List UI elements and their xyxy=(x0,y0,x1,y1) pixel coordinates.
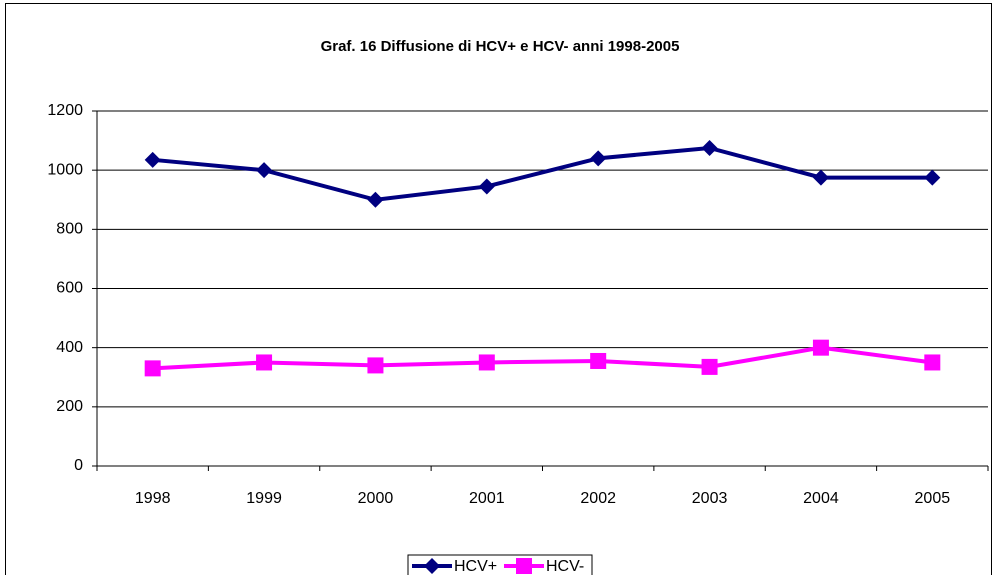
y-tick-label: 200 xyxy=(56,398,83,415)
data-point xyxy=(812,169,829,186)
series-line xyxy=(152,345,933,371)
y-tick-label: 800 xyxy=(56,221,83,238)
data-point xyxy=(701,358,718,375)
legend-marker xyxy=(424,558,440,574)
legend-marker xyxy=(516,558,532,574)
x-tick-label: 2000 xyxy=(358,490,394,507)
x-tick-label: 2001 xyxy=(469,490,505,507)
data-point xyxy=(367,357,384,374)
y-tick-label: 400 xyxy=(56,339,83,356)
x-tick-label: 1998 xyxy=(135,490,171,507)
data-point xyxy=(924,169,941,186)
data-point xyxy=(144,151,161,168)
y-tick-label: 600 xyxy=(56,280,83,297)
chart-border xyxy=(5,3,992,575)
series-line xyxy=(152,145,933,202)
legend-label: HCV+ xyxy=(454,558,497,575)
chart-title: Graf. 16 Diffusione di HCV+ e HCV- anni … xyxy=(321,38,680,55)
data-point xyxy=(256,162,273,179)
data-point xyxy=(590,150,607,167)
legend-box xyxy=(407,554,593,575)
data-point xyxy=(367,191,384,208)
data-point xyxy=(478,178,495,195)
data-point xyxy=(924,354,941,371)
data-point xyxy=(478,354,495,371)
y-tick-label: 1000 xyxy=(47,161,83,178)
legend-label: HCV- xyxy=(546,558,584,575)
x-tick-label: 2002 xyxy=(580,490,616,507)
x-tick-label: 2004 xyxy=(803,490,839,507)
x-tick-label: 1999 xyxy=(246,490,282,507)
y-tick-label: 1200 xyxy=(47,102,83,119)
data-point xyxy=(144,360,161,377)
y-tick-label: 0 xyxy=(74,457,83,474)
x-tick-label: 2003 xyxy=(692,490,728,507)
x-tick-label: 2005 xyxy=(915,490,951,507)
data-point xyxy=(590,352,607,369)
data-point xyxy=(701,139,718,156)
data-point xyxy=(812,339,829,356)
data-point xyxy=(256,354,273,371)
